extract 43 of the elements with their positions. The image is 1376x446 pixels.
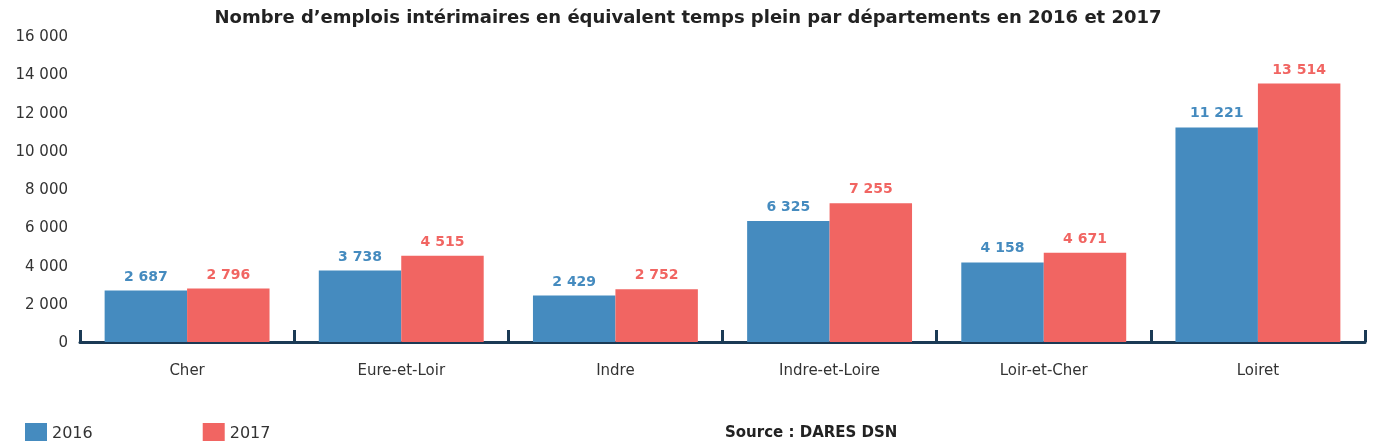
x-tick-label: Cher <box>169 360 206 379</box>
data-label: 4 671 <box>1063 229 1107 246</box>
data-label: 11 221 <box>1189 104 1244 121</box>
bar <box>829 203 913 342</box>
data-label: 2 687 <box>123 267 168 284</box>
y-tick-label: 16 000 <box>15 27 68 45</box>
legend-label: 2017 <box>229 422 271 442</box>
data-label: 2 429 <box>552 272 597 289</box>
data-label: 7 255 <box>848 180 893 197</box>
bar <box>1043 252 1127 342</box>
y-tick-label: 14 000 <box>15 65 68 84</box>
data-label: 6 325 <box>766 198 811 215</box>
bar <box>104 290 188 342</box>
data-label: 2 752 <box>634 266 679 283</box>
y-tick-label: 12 000 <box>15 103 68 122</box>
y-tick-label: 8 000 <box>25 180 68 198</box>
data-label: 13 514 <box>1272 60 1327 77</box>
bar <box>1175 127 1258 342</box>
bar <box>401 255 484 342</box>
data-label: 3 738 <box>338 247 382 264</box>
y-tick-label: 0 <box>58 333 68 351</box>
x-tick-label: Loiret <box>1236 360 1280 379</box>
y-tick-label: 2 000 <box>25 294 68 313</box>
x-tick-label: Eure-et-Loir <box>357 360 446 379</box>
x-tick-label: Loir-et-Cher <box>999 360 1089 379</box>
y-tick-label: 10 000 <box>15 141 68 160</box>
bar <box>532 295 616 342</box>
bar <box>187 288 270 342</box>
bar <box>747 221 830 342</box>
legend-label: 2016 <box>52 422 93 442</box>
bar <box>961 262 1044 342</box>
y-tick-label: 4 000 <box>25 256 68 275</box>
bar <box>1257 83 1341 342</box>
source-note: Source : DARES DSN <box>725 422 898 441</box>
data-label: 2 796 <box>206 265 251 282</box>
data-label: 4 158 <box>980 239 1025 256</box>
data-label: 4 515 <box>420 232 465 249</box>
x-tick-label: Indre-et-Loire <box>779 360 881 379</box>
bar <box>318 270 402 342</box>
chart-title: Nombre d’emplois intérimaires en équivalent temps plein par départements en 2016 et 2017 <box>214 5 1162 27</box>
x-tick-label: Indre <box>596 360 635 379</box>
y-tick-label: 6 000 <box>25 218 68 237</box>
bar <box>615 289 698 342</box>
